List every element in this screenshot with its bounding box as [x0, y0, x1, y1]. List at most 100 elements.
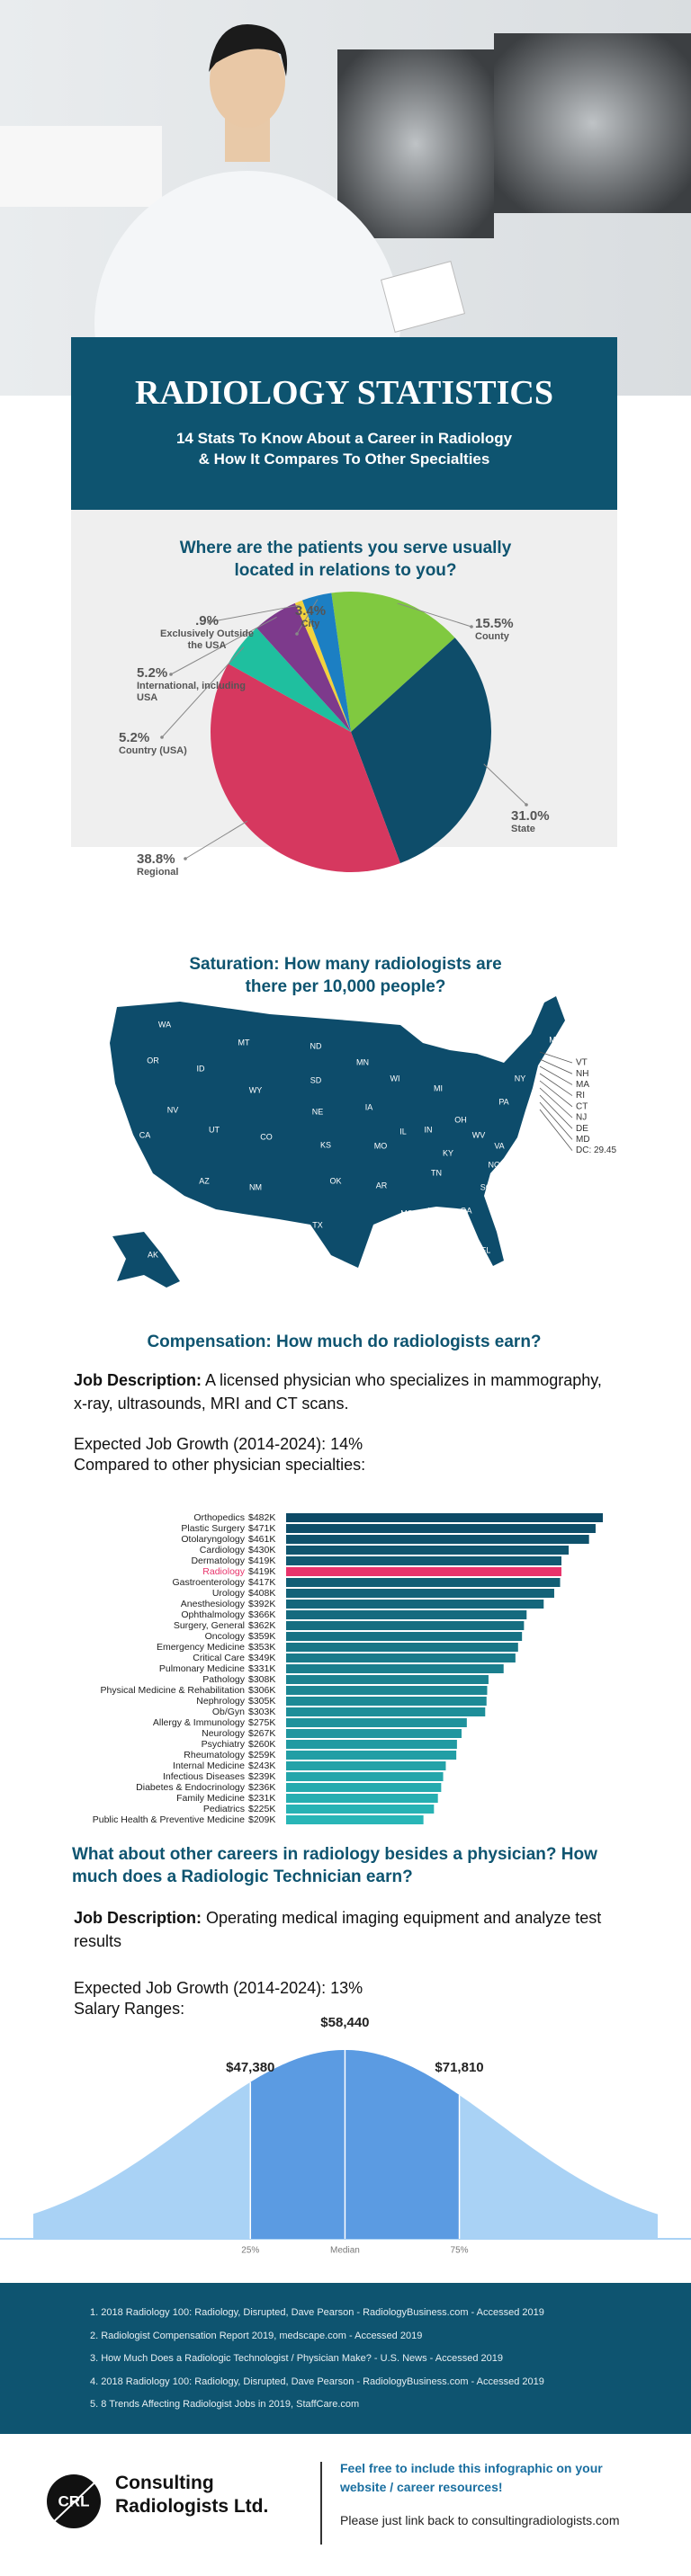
category-label: Oncology	[205, 1631, 246, 1642]
state-label: DC: 29.45	[576, 1145, 616, 1155]
leader-line	[296, 599, 319, 635]
state-label: ME	[549, 1035, 561, 1044]
state-label: WA	[158, 1020, 171, 1029]
state-label: DE	[576, 1124, 588, 1134]
category-label: Public Health & Preventive Medicine	[93, 1814, 245, 1825]
cabinet	[0, 126, 162, 207]
leader-line	[539, 1080, 573, 1108]
leader-line	[539, 1058, 573, 1074]
pie-category-label: City	[301, 619, 320, 629]
us-map: WA OR CA NV ID MT WY UT AZ NM CO ND SD NE KS OK TX MN IA MO…	[110, 996, 616, 1288]
value-label: $430K	[248, 1545, 275, 1555]
pie-value-label: 38.8%	[137, 851, 175, 867]
state-label: IA	[365, 1102, 373, 1111]
category-label: Ophthalmology	[181, 1609, 245, 1620]
state-label: KY	[443, 1148, 453, 1157]
leader-dot	[525, 803, 528, 807]
bar	[286, 1772, 444, 1781]
alaska	[112, 1232, 180, 1288]
bar	[286, 1546, 570, 1555]
state-label: MA	[576, 1080, 589, 1090]
title: RADIOLOGY STATISTICS	[135, 374, 553, 412]
bar	[286, 1664, 504, 1673]
pie-category-label: State	[511, 824, 535, 834]
leader-line	[397, 602, 472, 628]
pie-category-label: County	[475, 631, 509, 642]
bar	[286, 1686, 488, 1695]
bar	[286, 1578, 561, 1587]
interquartile-band	[250, 2050, 460, 2239]
state-label: AR	[376, 1181, 388, 1190]
value-label: $275K	[248, 1717, 275, 1728]
bar	[286, 1761, 446, 1770]
xray-film	[337, 49, 494, 238]
bar	[286, 1815, 424, 1824]
category-label: Infectious Diseases	[163, 1771, 245, 1782]
state-label: ND	[310, 1041, 322, 1050]
bar	[286, 1729, 462, 1738]
category-label: Pathology	[202, 1674, 245, 1685]
reference: 2. Radiologist Compensation Report 2019,…	[90, 2330, 423, 2341]
map-title: Saturation: How many radiologists are th…	[189, 955, 502, 996]
state-label: IN	[425, 1125, 433, 1134]
value-label: $243K	[248, 1760, 275, 1771]
state-label: CA	[139, 1130, 151, 1139]
value-label: $359K	[248, 1631, 275, 1642]
section-heading: Compensation: How much do radiologists e…	[147, 1333, 542, 1351]
state-label: AZ	[199, 1176, 210, 1185]
clipboard	[380, 261, 466, 333]
job-text: Operating medical imaging equipment and …	[74, 1909, 602, 1950]
compare-note: Compared to other physician specialties:	[74, 1456, 366, 1474]
category-label: Dermatology	[191, 1555, 245, 1566]
pie-value-label: 5.2%	[119, 730, 150, 745]
category-label: Neurology	[202, 1728, 246, 1739]
state-label: MN	[356, 1057, 369, 1066]
bar	[286, 1621, 525, 1630]
value-label: $267K	[248, 1728, 275, 1739]
company-name: Consulting	[115, 2473, 214, 2493]
value-label: $419K	[248, 1566, 275, 1577]
value-label: $209K	[248, 1814, 275, 1825]
job-label: Job Description:	[74, 1371, 202, 1389]
value-label: $306K	[248, 1685, 275, 1696]
salary-distribution: 25% $47,380 Median $58,440 75% $71,810	[0, 2015, 691, 2256]
pie-value-label: 31.0%	[511, 808, 550, 824]
state-label: OH	[454, 1115, 467, 1124]
bar	[286, 1751, 457, 1760]
value-label: $353K	[248, 1642, 275, 1653]
leader-dot	[295, 632, 299, 636]
pie-value-label: .9%	[195, 613, 219, 628]
pie-slice	[294, 600, 351, 732]
header-photo	[0, 0, 691, 396]
state-label: ID	[197, 1064, 206, 1073]
reference: 5. 8 Trends Affecting Radiologist Jobs i…	[90, 2399, 360, 2410]
state-label: IL	[399, 1127, 407, 1136]
category-label: Urology	[212, 1588, 246, 1599]
job-growth: Expected Job Growth (2014-2024): 13%	[74, 1979, 363, 1997]
bar	[286, 1589, 554, 1598]
logo: CRL	[46, 2469, 109, 2529]
job-text: A licensed physician who specializes in …	[74, 1371, 602, 1413]
bar	[286, 1513, 603, 1522]
doctor-face	[210, 34, 285, 128]
state-label: WV	[472, 1130, 486, 1139]
bar	[286, 1805, 435, 1814]
bar	[286, 1783, 442, 1792]
state-label: WI	[390, 1074, 400, 1083]
value-label: $236K	[248, 1782, 275, 1793]
pie-category-label: International, including USA	[137, 681, 246, 703]
bar	[286, 1707, 486, 1716]
category-label: Orthopedics	[193, 1512, 245, 1523]
percentile-label: 25%	[241, 2246, 259, 2256]
category-label: Nephrology	[196, 1696, 245, 1707]
state-label: NM	[249, 1182, 262, 1191]
percentile-label: Median	[330, 2246, 360, 2256]
state-label: VT	[576, 1058, 588, 1068]
value-label: $366K	[248, 1609, 275, 1620]
state-label: GA	[460, 1206, 471, 1215]
category-label: Ob/Gyn	[212, 1707, 245, 1717]
state-label: NY	[515, 1074, 526, 1083]
bar	[286, 1794, 438, 1803]
pie-slice	[351, 637, 491, 864]
leader-line	[161, 646, 245, 738]
